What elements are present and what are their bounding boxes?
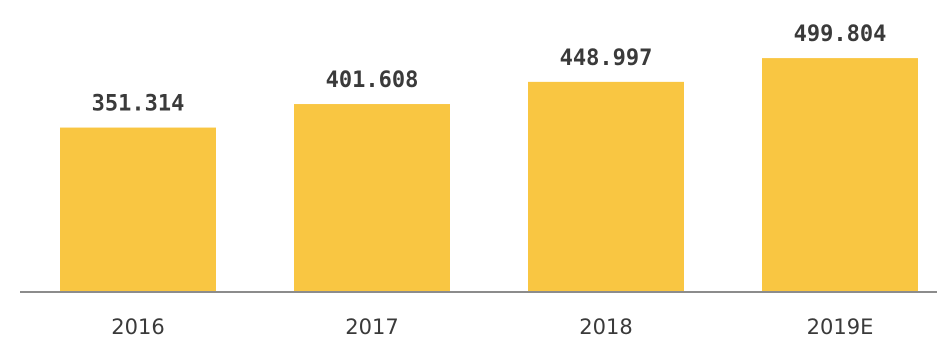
bar-2019E	[762, 58, 918, 292]
value-label-2016: 351.314	[92, 92, 185, 117]
labels-layer: 351.314 2016 401.608 2017 448.997 2018 499.804…	[92, 22, 887, 339]
x-tick-label-2019E: 2019E	[807, 315, 874, 339]
x-tick-label-2018: 2018	[579, 315, 632, 339]
x-tick-label-2016: 2016	[111, 315, 164, 339]
bar-2016	[60, 127, 216, 292]
bars-layer	[60, 58, 918, 292]
value-label-2018: 448.997	[560, 46, 653, 71]
bar-2017	[294, 104, 450, 292]
x-tick-label-2017: 2017	[345, 315, 398, 339]
bar-2018	[528, 81, 684, 292]
value-label-2019E: 499.804	[794, 22, 887, 47]
value-label-2017: 401.608	[326, 68, 419, 93]
